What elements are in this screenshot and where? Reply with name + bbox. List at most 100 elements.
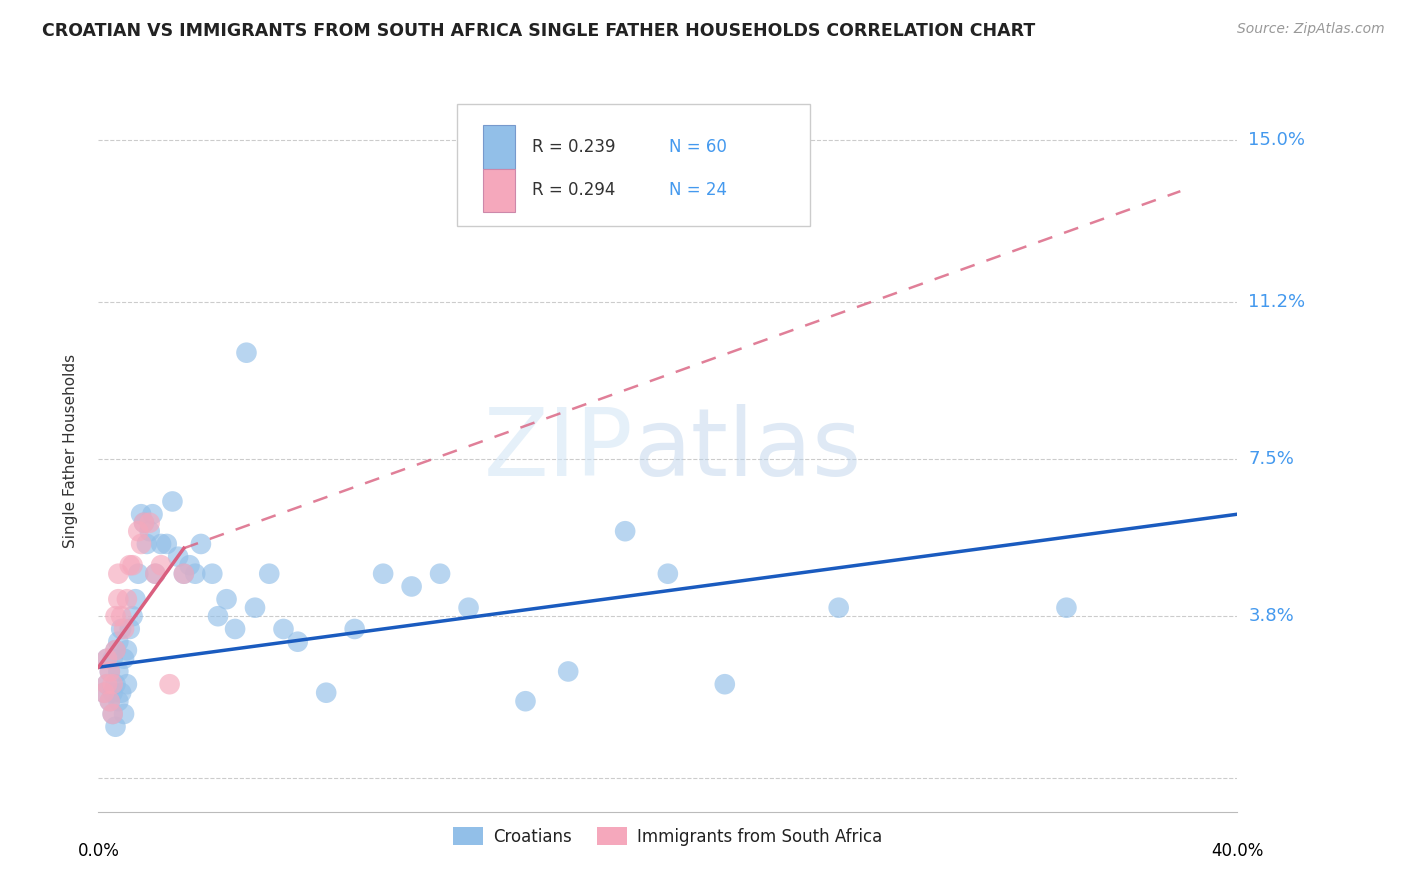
Text: 15.0%: 15.0%	[1249, 131, 1305, 149]
Text: R = 0.239: R = 0.239	[533, 138, 616, 156]
Point	[112, 622, 135, 636]
Point	[112, 706, 135, 721]
Point	[156, 537, 179, 551]
Text: N = 24: N = 24	[669, 181, 727, 199]
Point	[118, 558, 141, 573]
Point	[714, 677, 737, 691]
Point	[96, 677, 118, 691]
Point	[179, 558, 201, 573]
Y-axis label: Single Father Households: Single Father Households	[63, 353, 77, 548]
Point	[121, 558, 143, 573]
Point	[167, 549, 190, 564]
Point	[132, 516, 155, 530]
Point	[104, 720, 127, 734]
Text: 3.8%: 3.8%	[1249, 607, 1294, 625]
Point	[145, 566, 167, 581]
Point	[429, 566, 451, 581]
Point	[104, 643, 127, 657]
Point	[657, 566, 679, 581]
Point	[614, 524, 637, 539]
Point	[127, 524, 149, 539]
Point	[110, 686, 132, 700]
Point	[98, 665, 121, 679]
Point	[401, 579, 423, 593]
Point	[107, 665, 129, 679]
Point	[93, 686, 115, 700]
Legend: Croatians, Immigrants from South Africa: Croatians, Immigrants from South Africa	[446, 819, 890, 854]
Point	[273, 622, 295, 636]
Text: 40.0%: 40.0%	[1211, 842, 1264, 860]
Point	[107, 592, 129, 607]
Point	[101, 706, 124, 721]
Text: 0.0%: 0.0%	[77, 842, 120, 860]
Text: atlas: atlas	[634, 404, 862, 497]
Point	[159, 677, 181, 691]
Point	[215, 592, 238, 607]
Point	[121, 609, 143, 624]
Point	[138, 516, 160, 530]
FancyBboxPatch shape	[484, 126, 515, 169]
FancyBboxPatch shape	[457, 103, 810, 227]
Point	[145, 566, 167, 581]
Point	[1056, 600, 1078, 615]
Point	[129, 537, 152, 551]
Point	[107, 694, 129, 708]
Point	[150, 558, 173, 573]
Point	[101, 686, 124, 700]
Point	[173, 566, 195, 581]
Point	[259, 566, 281, 581]
Point	[127, 566, 149, 581]
Text: Source: ZipAtlas.com: Source: ZipAtlas.com	[1237, 22, 1385, 37]
Point	[235, 345, 257, 359]
Point	[104, 609, 127, 624]
Point	[98, 694, 121, 708]
Text: N = 60: N = 60	[669, 138, 727, 156]
Point	[184, 566, 207, 581]
Point	[96, 651, 118, 665]
Point	[190, 537, 212, 551]
Point	[98, 694, 121, 708]
Point	[343, 622, 366, 636]
Point	[129, 507, 152, 521]
Point	[135, 537, 157, 551]
Point	[124, 592, 146, 607]
Point	[828, 600, 851, 615]
Point	[138, 524, 160, 539]
Point	[115, 677, 138, 691]
Point	[98, 665, 121, 679]
Point	[457, 600, 479, 615]
FancyBboxPatch shape	[484, 169, 515, 212]
Point	[112, 651, 135, 665]
Text: R = 0.294: R = 0.294	[533, 181, 616, 199]
Point	[110, 609, 132, 624]
Point	[115, 592, 138, 607]
Point	[201, 566, 224, 581]
Point	[101, 706, 124, 721]
Point	[104, 677, 127, 691]
Text: 7.5%: 7.5%	[1249, 450, 1295, 468]
Point	[162, 494, 184, 508]
Text: ZIP: ZIP	[484, 404, 634, 497]
Point	[118, 622, 141, 636]
Point	[224, 622, 246, 636]
Point	[93, 686, 115, 700]
Point	[101, 677, 124, 691]
Point	[557, 665, 579, 679]
Point	[315, 686, 337, 700]
Point	[287, 634, 309, 648]
Point	[373, 566, 395, 581]
Text: CROATIAN VS IMMIGRANTS FROM SOUTH AFRICA SINGLE FATHER HOUSEHOLDS CORRELATION CH: CROATIAN VS IMMIGRANTS FROM SOUTH AFRICA…	[42, 22, 1035, 40]
Point	[110, 622, 132, 636]
Point	[115, 643, 138, 657]
Point	[104, 643, 127, 657]
Point	[107, 634, 129, 648]
Point	[101, 651, 124, 665]
Point	[107, 566, 129, 581]
Point	[150, 537, 173, 551]
Point	[515, 694, 537, 708]
Point	[173, 566, 195, 581]
Point	[132, 516, 155, 530]
Point	[96, 677, 118, 691]
Point	[207, 609, 229, 624]
Point	[243, 600, 266, 615]
